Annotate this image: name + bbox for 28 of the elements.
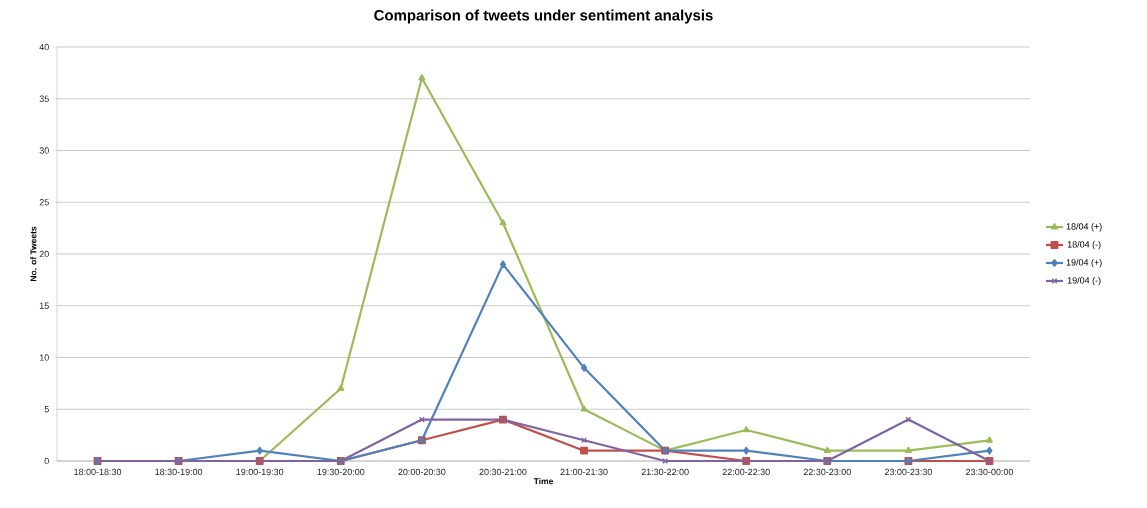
x-tick-label: 23:30-00:00 <box>965 468 1014 476</box>
legend-label: 18/04 (-) <box>1067 241 1101 250</box>
y-tick-label: 30 <box>39 147 49 154</box>
y-tick-label: 25 <box>39 199 49 206</box>
y-tick-label: 5 <box>44 406 49 413</box>
x-tick-label: 22:00-22:30 <box>722 468 770 476</box>
y-tick-label: 40 <box>39 43 49 51</box>
chart-title: Comparison of tweets under sentiment analysis <box>374 9 713 24</box>
x-tick-label: 19:00-19:30 <box>236 468 284 476</box>
y-tick-label: 10 <box>39 354 49 361</box>
x-tick-label: 20:30-21:00 <box>479 468 527 476</box>
x-tick-label: 18:00-18:30 <box>74 468 122 476</box>
legend-label: 19/04 (+) <box>1066 258 1102 268</box>
y-tick-label: 35 <box>39 95 49 102</box>
x-tick-label: 23:00-23:30 <box>884 468 932 476</box>
x-axis-title: Time <box>533 477 554 485</box>
x-tick-label: 22:30-23:00 <box>803 468 851 476</box>
x-tick-label: 21:30-22:00 <box>641 468 689 476</box>
x-tick-label: 21:00-21:30 <box>560 468 608 476</box>
legend-label: 19/04 (-) <box>1067 276 1101 286</box>
legend-label: 18/04 (+) <box>1066 223 1102 232</box>
y-tick-label: 20 <box>39 250 49 258</box>
x-tick-label: 20:00-20:30 <box>398 468 446 476</box>
x-tick-label: 18:30-19:00 <box>155 468 203 476</box>
x-tick-label: 19:30-20:00 <box>317 468 365 476</box>
y-tick-label: 0 <box>44 457 49 465</box>
y-tick-label: 15 <box>39 302 49 309</box>
y-axis-title: No. of Tweets <box>30 226 37 282</box>
